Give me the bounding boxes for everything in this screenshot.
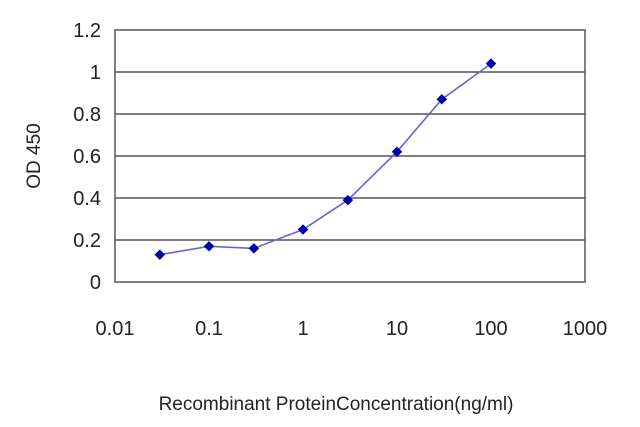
y-tick-label: 0 [90,272,101,294]
series-line [159,62,492,256]
x-tick-label: 1000 [563,318,608,340]
x-tick-label: 0.01 [96,318,135,340]
y-tick-label: 0.2 [73,230,101,252]
y-tick-label: 1 [90,62,101,84]
y-axis-label: OD 450 [24,123,45,188]
data-point [485,58,497,69]
x-tick-labels: 0.01 0.1 1 10 100 1000 [96,318,608,340]
x-axis-label: Recombinant ProteinConcentration(ng/ml) [159,394,514,415]
data-point [154,249,166,261]
data-point [203,240,215,252]
y-tick-label: 0.8 [73,104,101,126]
series-group [154,58,497,261]
y-tick-label: 0.6 [73,146,101,168]
data-point [391,146,403,158]
x-tick-label: 0.1 [195,318,223,340]
data-point [342,194,354,206]
x-tick-label: 100 [474,318,507,340]
x-tick-label: 1 [297,318,308,340]
y-tick-label: 0.4 [73,188,101,210]
data-point [436,93,448,105]
data-point [248,243,260,254]
x-tick-label: 10 [386,318,408,340]
y-tick-label: 1.2 [73,20,101,42]
y-tick-labels: 0 0.2 0.4 0.6 0.8 1 1.2 [73,20,101,294]
data-point [297,224,309,235]
